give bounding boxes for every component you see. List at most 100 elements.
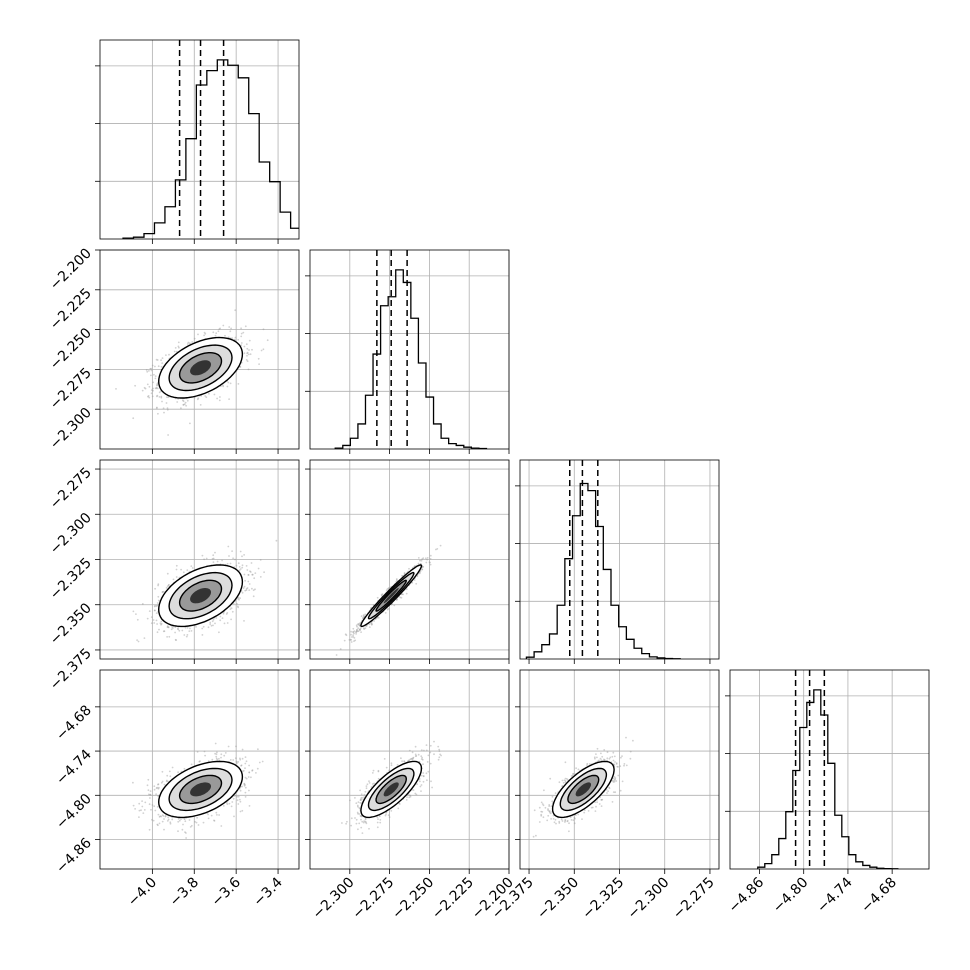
sample-point — [210, 624, 213, 627]
sample-point — [181, 828, 184, 831]
sample-point — [191, 567, 194, 569]
sample-point — [201, 627, 204, 630]
sample-point — [175, 350, 178, 353]
sample-point — [240, 332, 243, 335]
sample-point — [186, 569, 189, 571]
sample-point — [153, 605, 156, 608]
sample-point — [371, 623, 373, 625]
sample-point — [175, 576, 178, 578]
sample-point — [243, 345, 246, 348]
sample-point — [368, 623, 371, 626]
sample-point — [160, 781, 163, 784]
sample-point — [421, 565, 424, 568]
sample-point — [353, 630, 356, 633]
sample-point — [246, 352, 249, 355]
sample-point — [181, 629, 184, 632]
sample-point — [148, 610, 151, 612]
sample-point — [401, 574, 403, 577]
sample-point — [258, 363, 260, 365]
sample-point — [151, 364, 154, 367]
sample-point — [241, 555, 243, 558]
sample-point — [435, 548, 437, 551]
sample-point — [167, 780, 170, 783]
sample-point — [422, 557, 425, 560]
sample-point — [429, 554, 432, 557]
sample-point — [156, 383, 159, 386]
sample-point — [199, 404, 202, 406]
sample-point — [156, 806, 159, 808]
sample-point — [259, 576, 262, 578]
sample-point — [145, 369, 148, 371]
sample-point — [413, 565, 416, 567]
sample-point — [355, 631, 357, 634]
sample-point — [224, 334, 226, 337]
sample-point — [240, 342, 243, 344]
sample-point — [429, 561, 431, 564]
sample-point — [189, 422, 191, 425]
sample-point — [248, 339, 251, 342]
sample-point — [439, 544, 442, 547]
sample-point — [241, 591, 244, 594]
sample-point — [180, 407, 182, 410]
sample-point — [373, 620, 375, 622]
sample-point — [157, 584, 160, 587]
sample-point — [165, 354, 167, 356]
y-tick-label: −2.275 — [47, 365, 95, 413]
sample-point — [416, 575, 419, 578]
sample-point — [365, 625, 367, 628]
sample-point — [243, 573, 246, 576]
sample-point — [248, 349, 250, 351]
sample-point — [232, 557, 235, 560]
histogram-step — [334, 269, 488, 449]
sample-point — [188, 342, 191, 344]
sample-point — [249, 353, 252, 356]
sample-point — [143, 809, 146, 811]
sample-point — [155, 605, 158, 607]
sample-point — [173, 350, 176, 353]
sample-point — [204, 395, 207, 397]
sample-point — [160, 396, 163, 399]
sample-point — [252, 595, 255, 598]
sample-point — [157, 824, 159, 827]
sample-point — [238, 798, 241, 801]
sample-point — [150, 616, 153, 618]
sample-point — [183, 818, 186, 820]
sample-point — [244, 589, 247, 592]
sample-point — [260, 349, 263, 352]
sample-point — [396, 598, 399, 601]
sample-point — [152, 381, 155, 384]
sample-point — [421, 558, 423, 560]
sample-point — [357, 627, 360, 630]
sample-point — [166, 625, 169, 628]
sample-point — [262, 328, 265, 331]
sample-point — [175, 639, 178, 641]
sample-point — [157, 795, 160, 797]
sample-point — [229, 382, 232, 385]
sample-point — [229, 330, 232, 333]
sample-point — [156, 359, 159, 361]
histogram-panel-2 — [515, 459, 720, 664]
sample-point — [183, 817, 186, 820]
sample-point — [218, 328, 221, 330]
sample-point — [168, 635, 171, 638]
sample-point — [157, 412, 159, 415]
sample-point — [381, 593, 384, 595]
sample-point — [233, 815, 235, 818]
sample-point — [239, 810, 242, 813]
sample-point — [362, 617, 364, 620]
sample-point — [249, 570, 251, 573]
sample-point — [387, 607, 390, 610]
sample-point — [135, 613, 137, 615]
sample-point — [247, 574, 250, 576]
sample-point — [147, 778, 150, 781]
sample-point — [251, 573, 254, 576]
sample-point — [143, 386, 146, 389]
sample-point — [421, 568, 423, 571]
sample-point — [223, 754, 226, 757]
sample-point — [359, 627, 362, 630]
sample-point — [362, 616, 364, 619]
sample-point — [167, 626, 170, 629]
sample-point — [356, 628, 358, 631]
sample-point — [154, 377, 157, 380]
sample-point — [385, 589, 388, 592]
